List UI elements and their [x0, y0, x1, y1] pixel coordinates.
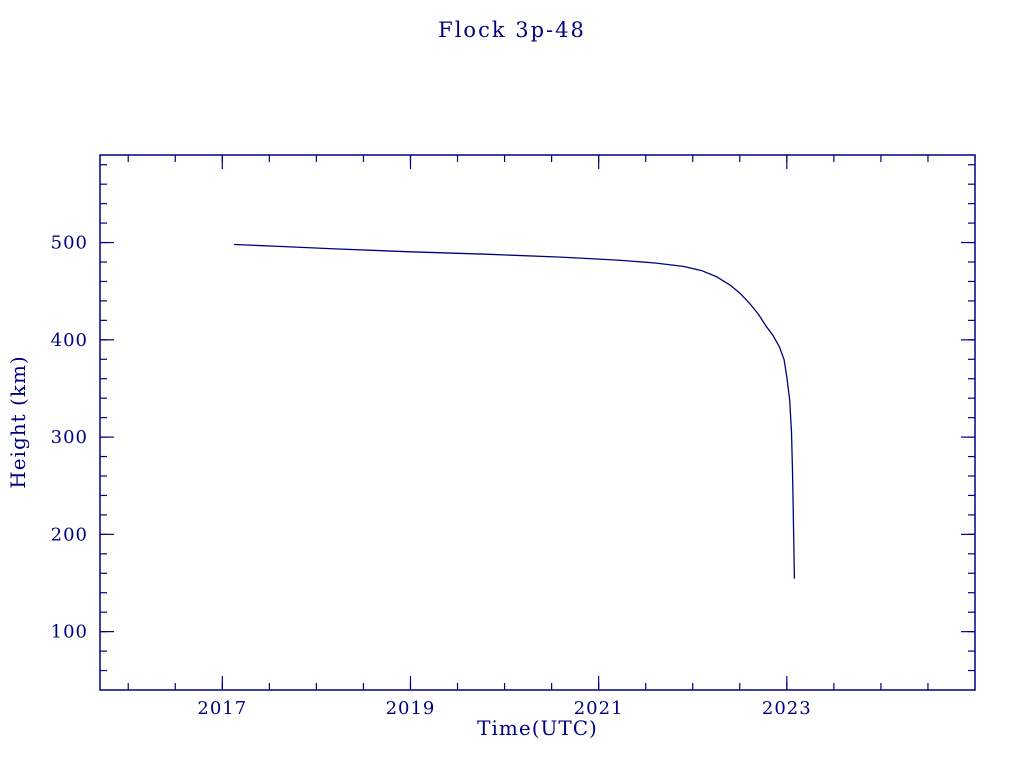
- x-axis-title: Time(UTC): [477, 716, 598, 740]
- y-tick-label: 300: [51, 427, 88, 448]
- data-line: [233, 243, 796, 579]
- plot-frame: [99, 154, 976, 691]
- x-tick-label: 2019: [386, 698, 436, 719]
- y-tick-label: 400: [51, 330, 88, 351]
- chart-title: Flock 3p-48: [438, 18, 586, 42]
- x-tick-label: 2021: [574, 698, 624, 719]
- x-tick-label: 2017: [197, 698, 247, 719]
- x-tick-label: 2023: [762, 698, 812, 719]
- y-tick-label: 100: [51, 622, 88, 643]
- y-axis-title: Height (km): [6, 355, 30, 489]
- y-tick-label: 500: [51, 233, 88, 254]
- y-tick-label: 200: [51, 524, 88, 545]
